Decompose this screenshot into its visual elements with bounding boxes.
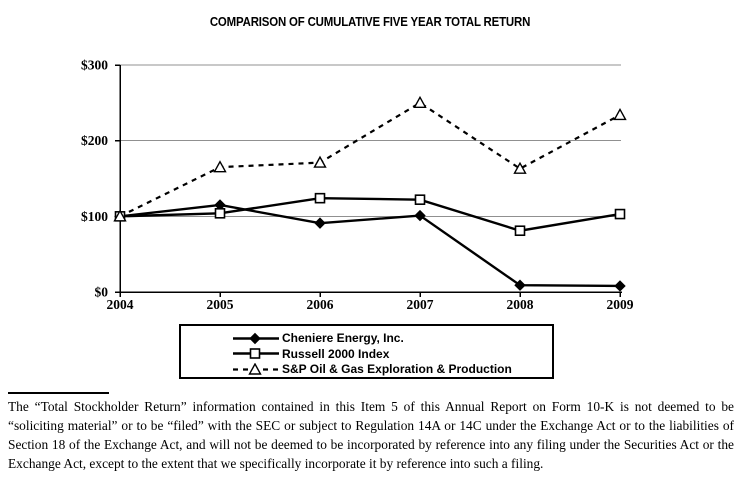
y-axis-label: $200 — [81, 133, 108, 148]
diamond-marker-icon — [314, 217, 326, 229]
legend-label: Cheniere Energy, Inc. — [282, 331, 404, 345]
legend: Cheniere Energy, Inc. Russell 2000 Index… — [179, 324, 554, 379]
footnote-rule — [8, 392, 109, 394]
series-line — [119, 196, 621, 232]
triangle-marker-icon — [248, 362, 262, 375]
legend-label: S&P Oil & Gas Exploration & Production — [282, 362, 512, 376]
x-axis-label: 2004 — [107, 297, 134, 312]
square-marker-icon — [514, 225, 526, 237]
square-marker-icon — [614, 208, 626, 220]
series-line — [119, 101, 621, 218]
diamond-marker-icon — [414, 209, 426, 222]
legend-item: S&P Oil & Gas Exploration & Production — [233, 362, 552, 377]
square-marker-icon — [414, 194, 426, 205]
diamond-marker-icon — [249, 332, 261, 344]
cheniere-legend-sample-icon — [233, 332, 279, 344]
x-axis-label: 2006 — [307, 297, 334, 312]
x-axis-label: 2005 — [207, 297, 234, 312]
series-line — [119, 203, 621, 288]
legend-item: Russell 2000 Index — [233, 346, 552, 361]
diamond-marker-icon — [514, 279, 526, 291]
square-marker-icon — [249, 348, 261, 359]
triangle-marker-icon — [413, 95, 427, 109]
y-axis-label: $300 — [81, 58, 108, 73]
legend-item: Cheniere Energy, Inc. — [233, 331, 552, 346]
sp-oil-gas-legend-sample-icon — [233, 362, 279, 375]
x-axis-label: 2008 — [507, 297, 534, 312]
footnote: The “Total Stockholder Return” informati… — [8, 392, 734, 473]
chart-title-text: COMPARISON OF CUMULATIVE FIVE YEAR TOTAL… — [210, 14, 531, 29]
triangle-marker-icon — [313, 155, 327, 168]
y-axis-label: $100 — [81, 209, 108, 224]
x-axis-label: 2007 — [407, 297, 434, 312]
square-marker-icon — [214, 208, 226, 219]
y-axis-label: $0 — [95, 285, 109, 300]
chart-plot-area: $0 $100 $200 $300 2004 2005 2006 2007 2008 2009 — [81, 58, 634, 313]
triangle-marker-icon — [213, 160, 227, 173]
diamond-marker-icon — [614, 280, 626, 292]
square-marker-icon — [314, 192, 326, 204]
footnote-text: The “Total Stockholder Return” informati… — [8, 399, 734, 471]
triangle-marker-icon — [613, 107, 627, 121]
x-axis-label: 2009 — [607, 297, 634, 312]
legend-label: Russell 2000 Index — [282, 346, 390, 361]
russell-legend-sample-icon — [233, 348, 279, 359]
triangle-marker-icon — [113, 209, 127, 222]
triangle-marker-icon — [513, 161, 527, 174]
chart-title: COMPARISON OF CUMULATIVE FIVE YEAR TOTAL… — [0, 13, 741, 31]
